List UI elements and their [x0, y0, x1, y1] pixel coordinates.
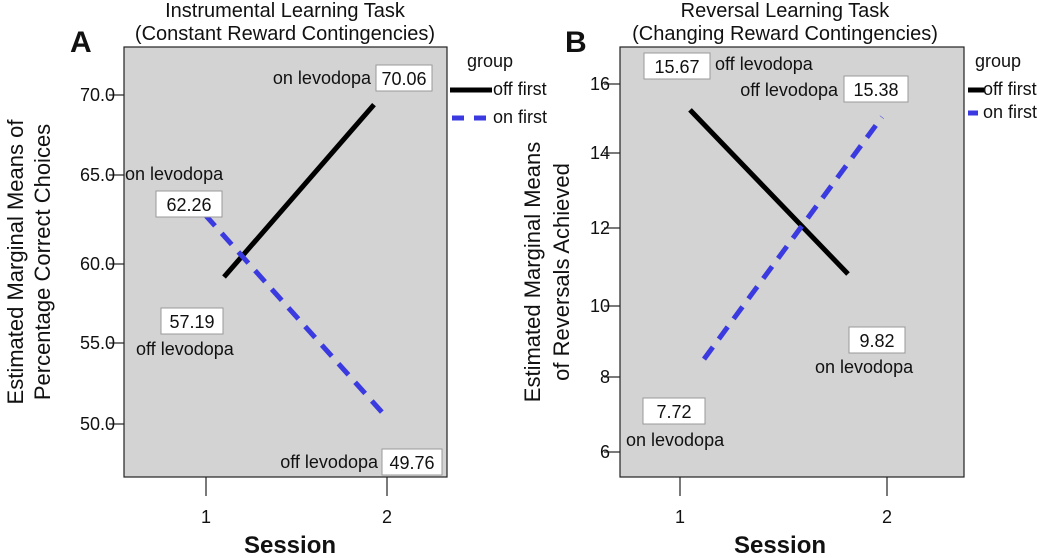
panel-a-x-axis-label: Session [244, 532, 336, 558]
panel-b-value-label: 15.67 [654, 57, 699, 77]
panel-a-value-box [381, 448, 443, 476]
panel-a-condition-label: on levodopa [273, 68, 372, 88]
panel-a-legend: group off first on first [450, 51, 547, 127]
panel-a-y-tick-label: 70.0 [80, 85, 115, 105]
panel-a-value-box [155, 190, 223, 218]
panel-a-x-axis: 1 2 Session [201, 477, 392, 558]
panel-b-y-tick-label: 8 [600, 367, 610, 387]
panel-a-y-axis-label-line2: Percentage Correct Choices [30, 124, 55, 400]
panel-a-x-tick-label: 2 [382, 507, 392, 527]
panel-a-value-box [375, 64, 433, 92]
panel-a-letter: A [70, 26, 92, 59]
panel-b-condition-label: on levodopa [626, 430, 725, 450]
panel-b-value-box [642, 397, 706, 425]
panel-b-title: Reversal Learning Task [681, 0, 891, 22]
panel-b-condition-label: off levodopa [715, 54, 814, 74]
panel-b-y-axis-label-line1: Estimated Marginal Means [520, 142, 545, 402]
panel-b-subtitle: (Changing Reward Contingencies) [632, 23, 938, 45]
panel-a-series-off-first-line [222, 102, 376, 279]
panel-a-y-tick-label: 55.0 [80, 333, 115, 353]
panel-b: B Reversal Learning Task (Changing Rewar… [520, 0, 1037, 558]
panel-a-y-tick-label: 60.0 [80, 254, 115, 274]
panel-b-x-tick-label: 1 [675, 507, 685, 527]
panel-b-legend-title: group [975, 51, 1021, 71]
panel-a-condition-label: off levodopa [136, 339, 235, 359]
panel-b-x-tick-label: 2 [882, 507, 892, 527]
panel-b-value-label: 15.38 [853, 80, 898, 100]
panel-a-y-tick-label: 65.0 [80, 165, 115, 185]
panel-a-condition-label: on levodopa [125, 164, 224, 184]
panel-a-value-label: 49.76 [389, 453, 434, 473]
panel-a-legend-label-off-first: off first [493, 79, 547, 99]
panel-b-y-tick-label: 6 [600, 442, 610, 462]
panel-a-y-tick-label: 50.0 [80, 414, 115, 434]
panel-b-value-box [643, 52, 711, 80]
panel-a-legend-title: group [467, 51, 513, 71]
panel-b-y-tick-label: 16 [590, 74, 610, 94]
panel-b-value-label: 9.82 [859, 331, 894, 351]
panel-b-y-tick-label: 12 [590, 218, 610, 238]
panel-b-series-on-first-line [701, 115, 885, 361]
panel-a-value-label: 70.06 [381, 69, 426, 89]
panel-b-legend-label-on-first: on first [983, 102, 1037, 122]
panel-b-legend: group off first on first [968, 51, 1037, 122]
panel-b-value-label: 7.72 [656, 402, 691, 422]
panel-a-condition-label: off levodopa [280, 452, 379, 472]
panel-a-plot-area [123, 46, 448, 478]
panel-b-value-box [848, 326, 906, 354]
panel-a-series-on-first-line [203, 213, 386, 417]
panel-b-series-off-first-line [688, 108, 850, 276]
panel-a-y-axis-label-line1: Estimated Marginal Means of [3, 119, 28, 405]
panel-a-value-label: 57.19 [169, 312, 214, 332]
panel-a-value-label: 62.26 [166, 195, 211, 215]
panel-b-x-axis-label: Session [734, 532, 826, 558]
panel-b-y-tick-label: 14 [590, 143, 610, 163]
panel-b-x-axis: 1 2 Session [675, 477, 892, 558]
panel-a: A Instrumental Learning Task (Constant R… [3, 0, 547, 558]
panel-a-subtitle: (Constant Reward Contingencies) [135, 23, 435, 45]
panel-b-y-tick-label: 10 [590, 296, 610, 316]
panel-b-value-box [843, 75, 909, 103]
panel-b-condition-label: off levodopa [740, 80, 839, 100]
panel-a-y-axis: 50.0 55.0 60.0 65.0 70.0 [80, 85, 124, 434]
panel-b-y-axis: 6 8 10 12 14 16 [590, 74, 620, 462]
panel-b-legend-label-off-first: off first [983, 79, 1037, 99]
panel-a-value-box [160, 307, 224, 335]
panel-a-legend-label-on-first: on first [493, 107, 547, 127]
panel-b-letter: B [565, 26, 587, 59]
panel-a-x-tick-label: 1 [201, 507, 211, 527]
panel-b-condition-label: on levodopa [815, 357, 914, 377]
panel-a-title: Instrumental Learning Task [165, 0, 406, 22]
panel-b-y-axis-label-line2: of Reversals Achieved [549, 163, 574, 381]
